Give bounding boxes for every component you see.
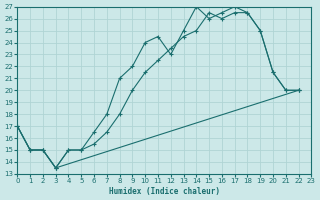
X-axis label: Humidex (Indice chaleur): Humidex (Indice chaleur) — [109, 187, 220, 196]
